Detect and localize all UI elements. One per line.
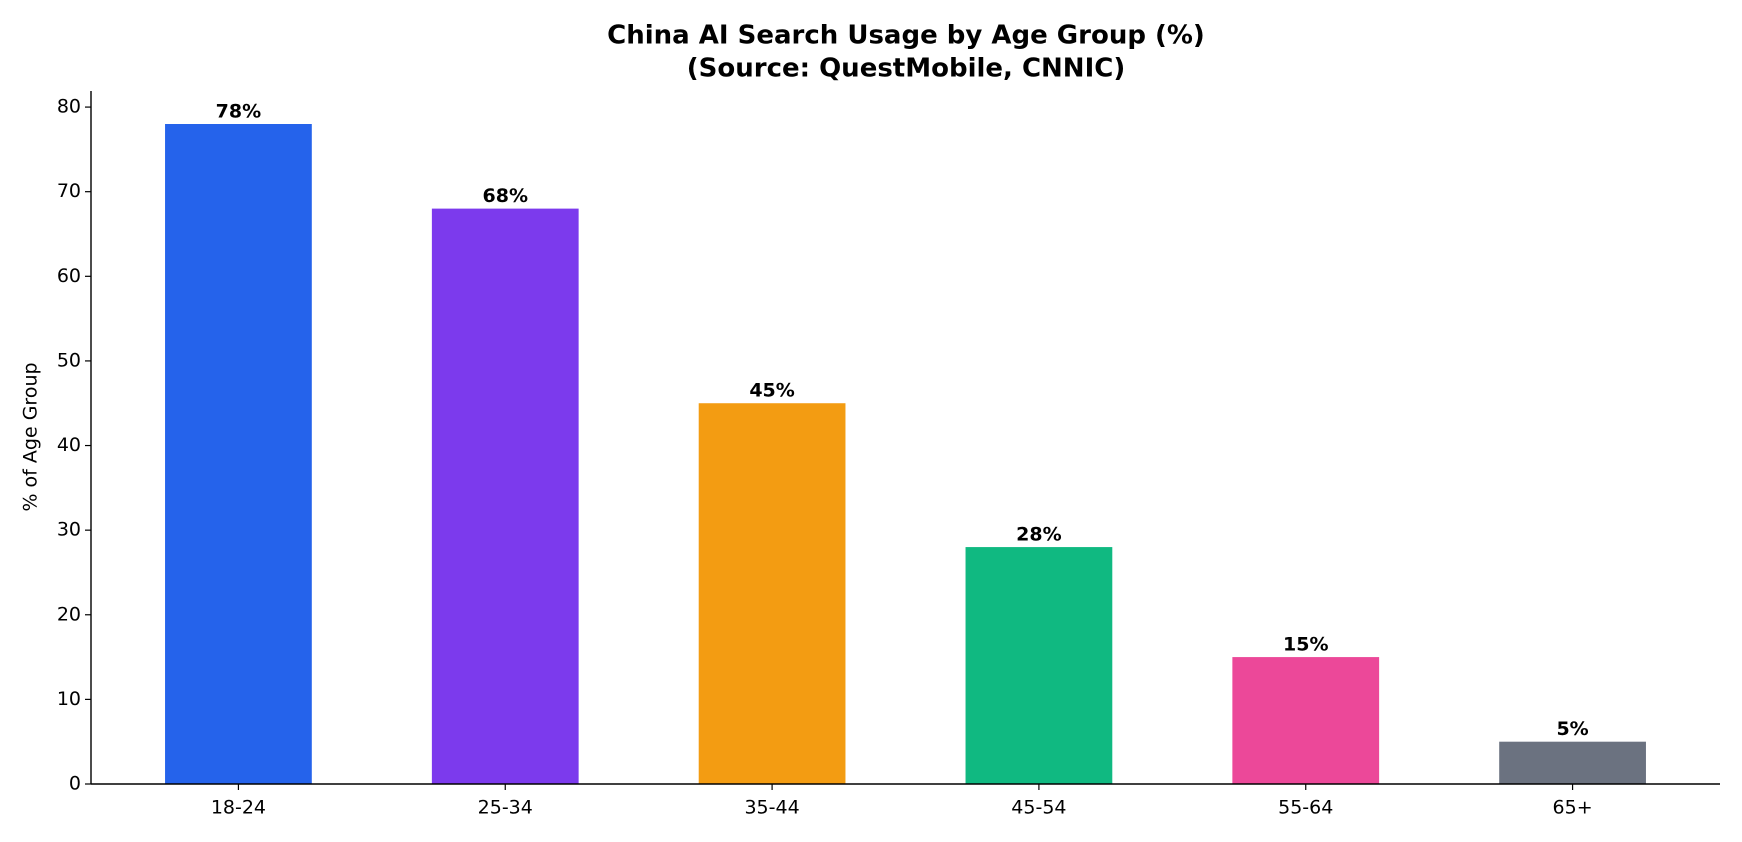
bar xyxy=(965,547,1113,784)
value-label: 15% xyxy=(1283,634,1328,656)
bar xyxy=(1499,741,1646,784)
y-tick-label: 10 xyxy=(57,688,81,710)
chart-title: China AI Search Usage by Age Group (%) xyxy=(607,21,1205,51)
x-tick-label: 65+ xyxy=(1553,797,1593,819)
chart-subtitle: (Source: QuestMobile, CNNIC) xyxy=(687,54,1125,84)
y-tick-label: 70 xyxy=(57,180,81,202)
x-tick-label: 25-34 xyxy=(478,797,533,819)
bar xyxy=(431,208,579,785)
x-tick-label: 55-64 xyxy=(1278,797,1333,819)
y-tick-label: 50 xyxy=(57,349,81,371)
x-tick-label: 18-24 xyxy=(211,797,266,819)
y-tick-label: 0 xyxy=(69,773,81,795)
y-tick-label: 80 xyxy=(57,96,81,118)
bar xyxy=(165,124,312,784)
x-tick-label: 45-54 xyxy=(1011,797,1066,819)
value-label: 28% xyxy=(1016,524,1061,546)
x-tick-label: 35-44 xyxy=(744,797,799,819)
bar xyxy=(698,403,846,784)
y-tick-label: 30 xyxy=(57,519,81,541)
y-tick-label: 60 xyxy=(57,265,81,287)
y-axis-label: % of Age Group xyxy=(20,362,42,511)
value-label: 45% xyxy=(749,380,794,402)
value-label: 78% xyxy=(216,101,261,123)
value-label: 5% xyxy=(1556,718,1588,740)
y-tick-label: 20 xyxy=(57,603,81,625)
value-label: 68% xyxy=(483,185,528,207)
y-tick-label: 40 xyxy=(57,434,81,456)
bar xyxy=(1232,657,1380,784)
